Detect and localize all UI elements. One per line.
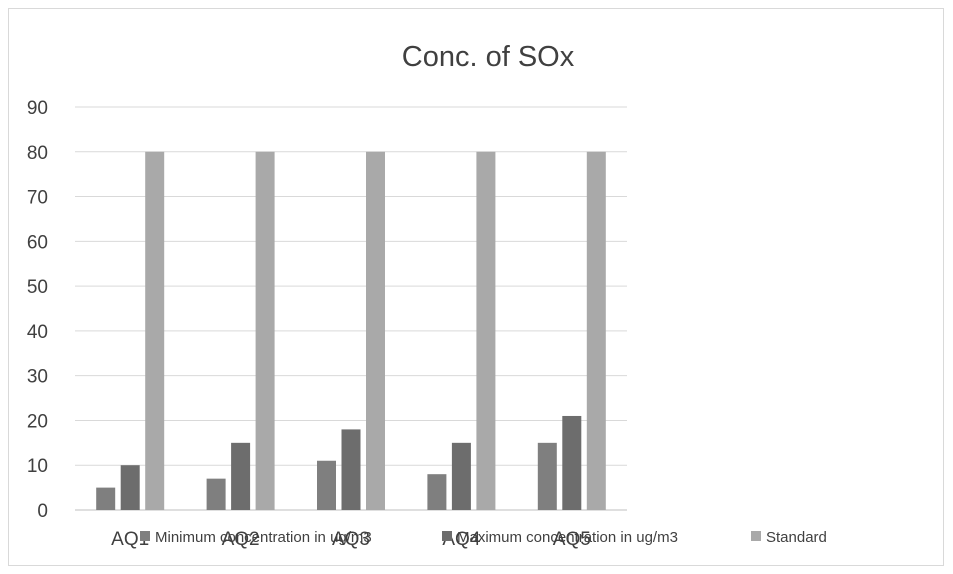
legend-label: Maximum concentration in ug/m3 <box>457 529 678 546</box>
bar-standard-aq4 <box>476 151 496 510</box>
bar-standard-aq2 <box>255 151 275 510</box>
x-tick-label: AQ5 <box>553 529 591 550</box>
bar-maximum-aq4 <box>451 442 471 510</box>
gridlines <box>75 106 627 511</box>
bar-maximum-aq3 <box>341 429 361 510</box>
y-tick-label: 50 <box>27 277 48 298</box>
bar-minimum-aq2 <box>206 478 226 510</box>
bar-minimum-aq1 <box>96 487 116 510</box>
legend-swatch <box>442 531 452 541</box>
bar-minimum-aq5 <box>537 442 557 510</box>
x-tick-label: AQ3 <box>332 529 370 550</box>
y-tick-label: 40 <box>27 322 48 343</box>
y-tick-label: 30 <box>27 367 48 388</box>
y-tick-label: 20 <box>27 411 48 432</box>
legend-label: Minimum concentration in ug/m3 <box>155 529 372 546</box>
legend-swatch <box>751 531 761 541</box>
bar-maximum-aq5 <box>562 415 582 510</box>
bar-standard-aq1 <box>145 151 165 510</box>
y-tick-label: 80 <box>27 143 48 164</box>
legend-label: Standard <box>766 529 827 546</box>
y-tick-label: 60 <box>27 232 48 253</box>
bars <box>96 151 606 510</box>
chart-title: Conc. of SOx <box>402 41 575 73</box>
y-tick-label: 90 <box>27 98 48 119</box>
bar-maximum-aq2 <box>231 442 251 510</box>
bar-minimum-aq4 <box>427 474 447 510</box>
bar-standard-aq3 <box>366 151 385 510</box>
y-axis-tick-labels: 0 10 20 30 40 50 60 70 80 90 <box>27 98 48 522</box>
legend: Minimum concentration in ug/m3 Maximum co… <box>140 529 827 546</box>
bar-standard-aq5 <box>586 151 606 510</box>
bar-minimum-aq3 <box>317 460 336 510</box>
x-tick-label: AQ1 <box>111 529 149 550</box>
y-tick-label: 10 <box>27 456 48 477</box>
bar-maximum-aq1 <box>120 465 140 510</box>
x-tick-label: AQ2 <box>222 529 260 550</box>
y-tick-label: 0 <box>37 501 48 522</box>
y-tick-label: 70 <box>27 188 48 209</box>
legend-swatch <box>140 531 150 541</box>
